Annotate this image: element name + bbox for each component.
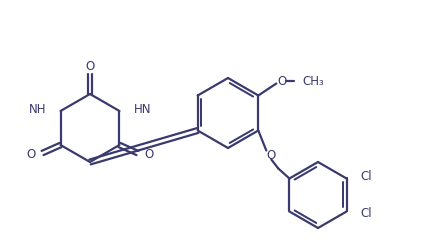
Text: Cl: Cl [360, 207, 371, 220]
Text: O: O [144, 147, 153, 161]
Text: O: O [266, 149, 276, 162]
Text: O: O [26, 147, 35, 161]
Text: CH₃: CH₃ [302, 75, 323, 88]
Text: O: O [277, 75, 286, 88]
Text: Cl: Cl [360, 170, 371, 183]
Text: NH: NH [29, 103, 46, 116]
Text: O: O [85, 60, 95, 73]
Text: HN: HN [133, 103, 151, 116]
